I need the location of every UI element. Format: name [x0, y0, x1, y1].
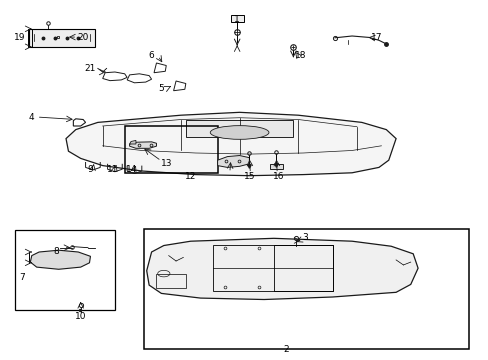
Polygon shape	[217, 156, 249, 167]
Text: 18: 18	[294, 51, 306, 60]
Polygon shape	[129, 142, 156, 148]
Polygon shape	[30, 250, 90, 269]
Text: 2: 2	[283, 345, 288, 354]
Polygon shape	[66, 112, 395, 176]
Ellipse shape	[210, 126, 268, 139]
Polygon shape	[129, 140, 136, 144]
Text: 5: 5	[158, 84, 164, 93]
Text: 16: 16	[272, 172, 284, 181]
Text: 13: 13	[160, 159, 172, 168]
Text: 10: 10	[75, 312, 86, 321]
Text: 8: 8	[53, 248, 59, 256]
Text: 14: 14	[126, 165, 138, 174]
Polygon shape	[29, 29, 95, 47]
Text: 6: 6	[148, 51, 154, 60]
Text: 4: 4	[29, 112, 35, 122]
Text: 12: 12	[184, 172, 196, 181]
Text: 15: 15	[243, 172, 255, 181]
Polygon shape	[270, 164, 282, 169]
Text: 7: 7	[19, 273, 25, 282]
Text: 20: 20	[77, 33, 89, 42]
Text: 17: 17	[370, 33, 382, 42]
Text: 11: 11	[106, 165, 118, 174]
Text: 9: 9	[87, 165, 93, 174]
Polygon shape	[146, 238, 417, 300]
Text: 21: 21	[84, 64, 96, 73]
Text: 19: 19	[14, 33, 25, 42]
Text: 3: 3	[302, 233, 308, 242]
Polygon shape	[230, 15, 243, 22]
Text: 1: 1	[234, 15, 240, 24]
Polygon shape	[185, 120, 293, 137]
